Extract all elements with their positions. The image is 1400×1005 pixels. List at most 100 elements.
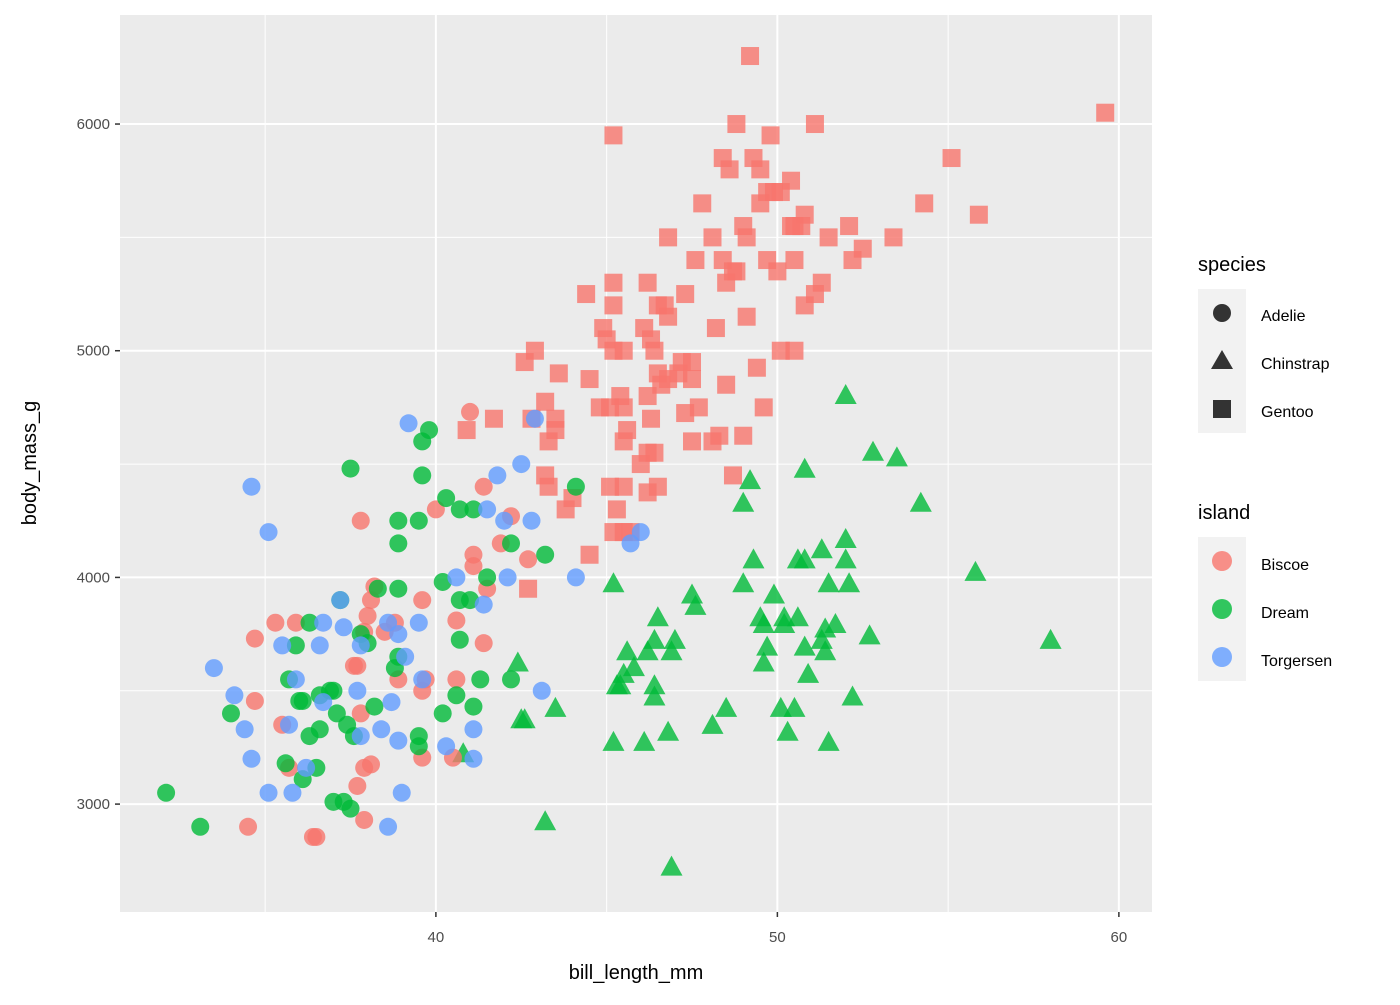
- point-adelie-dream: [471, 670, 490, 689]
- point-chinstrap-dream: [752, 613, 775, 634]
- legend-dream-icon: [1212, 599, 1232, 619]
- point-gentoo-biscoe: [659, 228, 678, 247]
- point-chinstrap-dream: [660, 855, 683, 876]
- point-adelie-torgersen: [399, 414, 418, 433]
- point-chinstrap-dream: [602, 572, 625, 593]
- point-adelie-torgersen: [389, 625, 408, 644]
- point-adelie-biscoe: [464, 557, 483, 576]
- point-adelie-biscoe: [474, 477, 493, 496]
- point-adelie-dream: [437, 489, 456, 508]
- point-gentoo-biscoe: [676, 404, 695, 423]
- point-adelie-dream: [300, 727, 319, 746]
- point-adelie-biscoe: [461, 402, 480, 421]
- point-chinstrap-dream: [793, 457, 816, 478]
- point-adelie-torgersen: [310, 636, 329, 655]
- point-adelie-dream: [409, 511, 428, 530]
- point-chinstrap-dream: [732, 572, 755, 593]
- point-gentoo-biscoe: [843, 251, 862, 270]
- point-adelie-dream: [464, 697, 483, 716]
- point-gentoo-biscoe: [723, 466, 742, 485]
- legend-label-torgersen: Torgersen: [1261, 653, 1332, 670]
- point-adelie-torgersen: [314, 693, 333, 712]
- point-gentoo-biscoe: [737, 307, 756, 326]
- legend-label-adelie: Adelie: [1261, 308, 1306, 325]
- point-adelie-biscoe: [245, 629, 264, 648]
- point-chinstrap-dream: [964, 560, 987, 581]
- point-gentoo-biscoe: [614, 477, 633, 496]
- point-chinstrap-dream: [834, 528, 857, 549]
- point-adelie-dream: [413, 432, 432, 451]
- point-chinstrap-dream: [797, 662, 820, 683]
- point-adelie-biscoe: [447, 611, 466, 630]
- legend-species-title: species: [1198, 254, 1266, 276]
- point-adelie-biscoe: [519, 550, 538, 569]
- point-chinstrap-dream: [622, 656, 645, 677]
- point-adelie-biscoe: [286, 613, 305, 632]
- point-adelie-biscoe: [239, 817, 258, 836]
- point-chinstrap-dream: [762, 583, 785, 604]
- point-adelie-torgersen: [280, 715, 299, 734]
- point-gentoo-biscoe: [840, 217, 859, 236]
- point-gentoo-biscoe: [645, 443, 664, 462]
- point-adelie-dream: [478, 568, 497, 587]
- point-chinstrap-dream: [602, 730, 625, 751]
- point-adelie-biscoe: [351, 511, 370, 530]
- point-gentoo-biscoe: [795, 296, 814, 315]
- point-adelie-dream: [341, 799, 360, 818]
- point-gentoo-biscoe: [717, 273, 736, 292]
- legend-island: island Biscoe Dream Torgersen: [1198, 502, 1332, 681]
- point-gentoo-biscoe: [659, 307, 678, 326]
- point-chinstrap-dream: [681, 583, 704, 604]
- point-adelie-biscoe: [307, 827, 326, 846]
- point-gentoo-biscoe: [604, 126, 623, 145]
- point-chinstrap-dream: [776, 720, 799, 741]
- x-tick-label: 60: [1111, 929, 1128, 946]
- point-gentoo-biscoe: [614, 398, 633, 417]
- point-chinstrap-dream: [909, 491, 932, 512]
- point-gentoo-biscoe: [645, 341, 664, 360]
- point-gentoo-biscoe: [648, 477, 667, 496]
- point-adelie-torgersen: [351, 636, 370, 655]
- point-gentoo-biscoe: [915, 194, 934, 213]
- point-gentoo-biscoe: [768, 262, 787, 281]
- point-gentoo-biscoe: [601, 477, 620, 496]
- point-gentoo-biscoe: [754, 398, 773, 417]
- point-chinstrap-dream: [814, 617, 837, 638]
- legend-label-dream: Dream: [1261, 605, 1309, 622]
- point-gentoo-biscoe: [539, 477, 558, 496]
- point-gentoo-biscoe: [536, 392, 555, 411]
- point-adelie-torgersen: [286, 670, 305, 689]
- point-gentoo-biscoe: [457, 421, 476, 440]
- point-chinstrap-dream: [773, 613, 796, 634]
- x-tick-label: 40: [428, 929, 445, 946]
- x-tick-label: 50: [769, 929, 786, 946]
- point-gentoo-biscoe: [652, 375, 671, 394]
- point-chinstrap-dream: [810, 538, 833, 559]
- point-gentoo-biscoe: [683, 370, 702, 389]
- point-adelie-biscoe: [355, 810, 374, 829]
- point-adelie-dream: [286, 636, 305, 655]
- point-adelie-torgersen: [392, 783, 411, 802]
- point-chinstrap-dream: [684, 594, 707, 615]
- point-gentoo-biscoe: [689, 398, 708, 417]
- point-adelie-dream: [389, 511, 408, 530]
- point-gentoo-biscoe: [484, 409, 503, 428]
- point-gentoo-biscoe: [638, 387, 657, 406]
- point-chinstrap-dream: [534, 810, 557, 831]
- point-gentoo-biscoe: [717, 375, 736, 394]
- point-adelie-dream: [191, 817, 210, 836]
- point-chinstrap-dream: [783, 696, 806, 717]
- point-adelie-torgersen: [474, 595, 493, 614]
- point-gentoo-biscoe: [604, 296, 623, 315]
- point-adelie-torgersen: [351, 727, 370, 746]
- point-adelie-torgersen: [464, 720, 483, 739]
- point-gentoo-biscoe: [683, 432, 702, 451]
- point-chinstrap-dream: [786, 606, 809, 627]
- point-chinstrap-dream: [834, 384, 857, 405]
- point-chinstrap-dream: [793, 635, 816, 656]
- point-adelie-torgersen: [621, 534, 640, 553]
- point-gentoo-biscoe: [642, 409, 661, 428]
- point-adelie-torgersen: [512, 455, 531, 474]
- point-adelie-torgersen: [259, 523, 278, 542]
